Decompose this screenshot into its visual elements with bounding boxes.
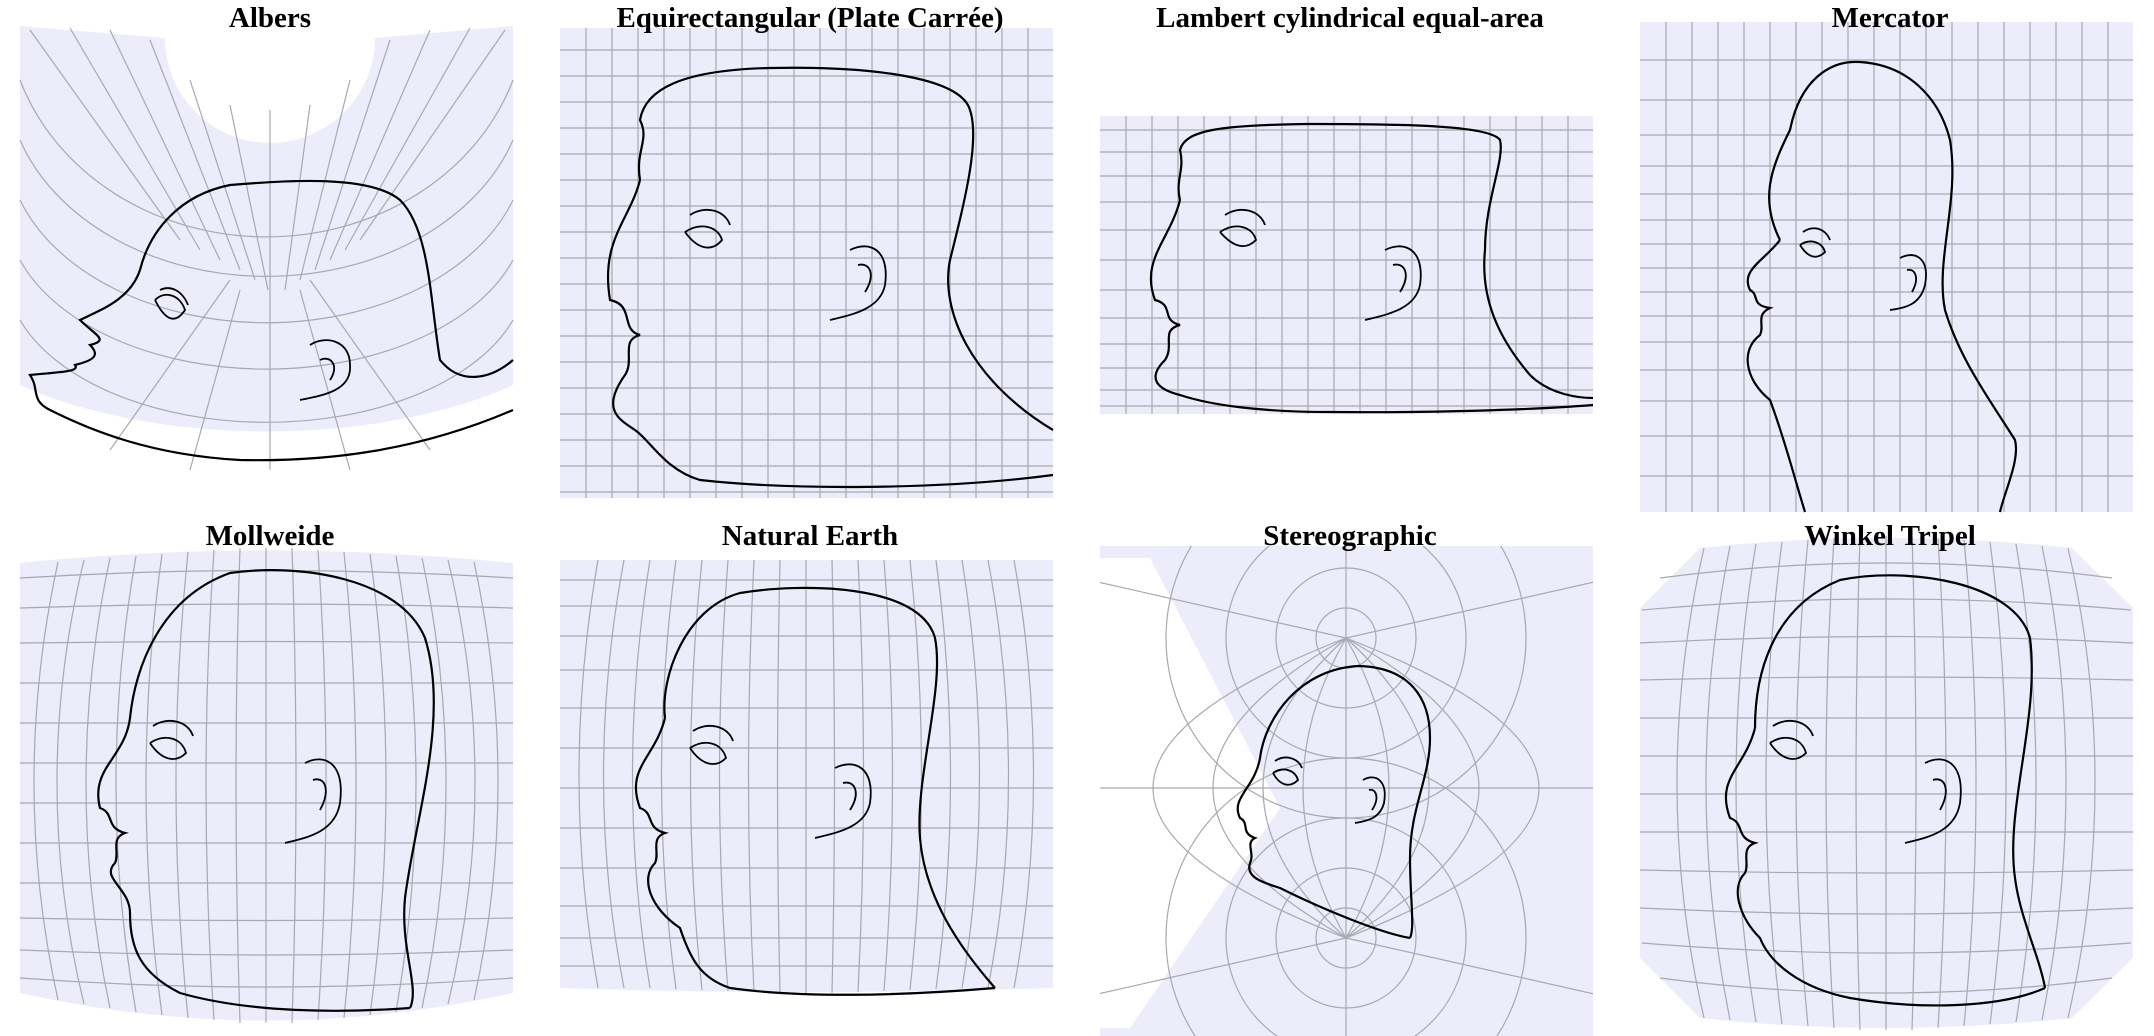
head-outline bbox=[1768, 60, 2018, 513]
head-outline bbox=[1177, 122, 1594, 400]
face-profile bbox=[1149, 199, 1594, 414]
head-outline bbox=[663, 586, 996, 989]
map-background bbox=[1640, 22, 2133, 512]
panel-albers: Albers bbox=[0, 0, 540, 518]
albers-map bbox=[19, 26, 514, 471]
panel-equirectangular: Equirectangular (Plate Carrée) bbox=[540, 0, 1080, 518]
panel-title: Stereographic bbox=[1263, 520, 1437, 552]
ear-icon bbox=[1364, 245, 1422, 321]
ear-icon bbox=[1904, 758, 1962, 844]
face-profile bbox=[606, 179, 1054, 489]
winkel-tripel-map bbox=[1639, 535, 2134, 1031]
eye-icon bbox=[149, 719, 194, 760]
graticule bbox=[19, 27, 514, 471]
panel-title: Albers bbox=[228, 2, 312, 34]
eye-icon bbox=[684, 208, 731, 249]
lambert-map bbox=[1100, 116, 1594, 414]
face-profile bbox=[634, 717, 996, 996]
panel-title: Natural Earth bbox=[721, 520, 899, 552]
eye-icon bbox=[154, 287, 189, 320]
ear-icon bbox=[814, 763, 872, 839]
mercator-map bbox=[1640, 22, 2133, 513]
map-background bbox=[20, 26, 513, 432]
panel-winkel-tripel: Winkel Tripel bbox=[1620, 518, 2154, 1036]
ear-icon bbox=[1889, 254, 1927, 311]
face-profile bbox=[1236, 757, 1411, 940]
graticule bbox=[1639, 535, 2134, 1031]
head-outline bbox=[1258, 664, 1432, 939]
head-outline bbox=[1753, 574, 2047, 989]
ear-icon bbox=[299, 339, 351, 401]
panel-title: Equirectangular (Plate Carrée) bbox=[616, 2, 1004, 34]
eye-icon bbox=[689, 724, 734, 765]
stereographic-map bbox=[1100, 546, 1593, 1036]
face-profile bbox=[28, 269, 514, 462]
mollweide-map bbox=[19, 547, 514, 1024]
map-background bbox=[1100, 116, 1593, 414]
map-background bbox=[560, 28, 1053, 498]
head-outline bbox=[128, 569, 435, 1009]
panel-title: Mercator bbox=[1831, 2, 1949, 34]
panel-mercator: Mercator bbox=[1620, 0, 2154, 518]
face-profile bbox=[97, 717, 411, 1012]
panel-natural-earth: Natural Earth bbox=[540, 518, 1080, 1036]
eye-icon bbox=[1272, 756, 1303, 786]
ear-icon bbox=[829, 245, 887, 321]
panel-mollweide: Mollweide bbox=[0, 518, 540, 1036]
graticule bbox=[560, 559, 1053, 994]
panel-lambert: Lambert cylindrical equal-area bbox=[1080, 0, 1620, 518]
panel-title: Mollweide bbox=[205, 520, 335, 552]
panel-title: Winkel Tripel bbox=[1804, 520, 1976, 552]
ear-icon bbox=[284, 758, 342, 844]
panel-stereographic: Stereographic bbox=[1080, 518, 1620, 1036]
face-outline bbox=[138, 179, 514, 378]
unmapped-region bbox=[1100, 558, 1280, 1028]
face-profile bbox=[1746, 239, 1807, 513]
natural-earth-map bbox=[560, 559, 1053, 996]
eye-icon bbox=[1219, 208, 1266, 247]
equirectangular-map bbox=[560, 28, 1054, 498]
eye-icon bbox=[1769, 719, 1814, 760]
head-outline bbox=[637, 66, 1054, 431]
ear-icon bbox=[1354, 776, 1386, 824]
graticule bbox=[560, 28, 1053, 498]
panel-title: Lambert cylindrical equal-area bbox=[1156, 2, 1544, 34]
face-profile bbox=[1724, 727, 2046, 1007]
eye-icon bbox=[1799, 227, 1831, 258]
